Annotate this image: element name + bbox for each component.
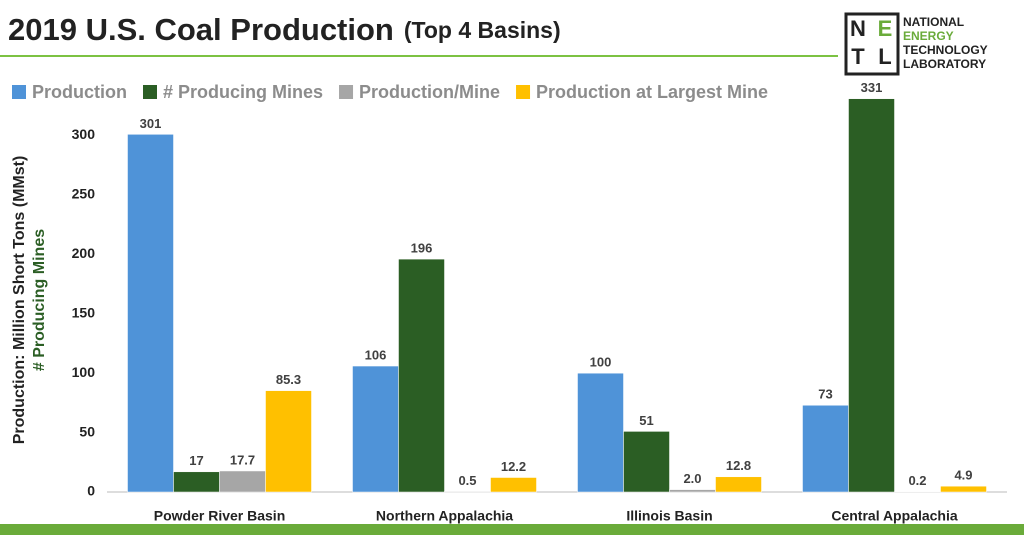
value-label: 85.3: [276, 372, 301, 387]
value-label: 12.8: [726, 458, 751, 473]
logo-letter: E: [878, 16, 893, 41]
value-label: 331: [861, 80, 883, 95]
y-tick-label: 200: [72, 245, 96, 261]
logo-letter: N: [850, 16, 866, 41]
value-label: 0.5: [458, 473, 476, 488]
logo-line: LABORATORY: [903, 57, 986, 71]
bar: [352, 365, 399, 493]
logo: N E T L NATIONAL ENERGY TECHNOLOGY LABOR…: [844, 12, 988, 76]
y-tick-label: 0: [87, 483, 95, 499]
legend-swatch: [516, 85, 531, 99]
y-axis-label-2: # Producing Mines: [31, 229, 48, 371]
legend-swatch: [339, 85, 354, 99]
bar: [577, 372, 624, 493]
legend-label: Production: [32, 82, 127, 102]
y-tick-label: 150: [72, 304, 96, 320]
legend-swatch: [12, 85, 26, 99]
value-label: 106: [365, 347, 387, 362]
value-label: 17: [189, 453, 203, 468]
bar: [848, 98, 895, 493]
logo-line: ENERGY: [903, 29, 954, 43]
x-tick-label: Powder River Basin: [154, 508, 286, 524]
logo-letter: T: [851, 44, 865, 69]
title-sub: (Top 4 Basins): [404, 17, 561, 43]
legend-label: Production/Mine: [359, 82, 500, 102]
y-tick-label: 300: [72, 126, 96, 142]
chart-title: 2019 U.S. Coal Production (Top 4 Basins): [8, 12, 561, 47]
bar: [715, 476, 762, 493]
value-label: 0.2: [908, 473, 926, 488]
bar: [802, 405, 849, 493]
bar: [490, 477, 537, 493]
x-tick-label: Central Appalachia: [831, 508, 958, 524]
bar: [398, 258, 445, 493]
y-tick-label: 100: [72, 364, 96, 380]
value-label: 12.2: [501, 459, 526, 474]
value-label: 73: [818, 387, 832, 402]
legend-label: # Producing Mines: [163, 82, 323, 102]
bar: [444, 491, 491, 493]
footer-bar: [0, 524, 1024, 535]
value-label: 51: [639, 413, 653, 428]
bar: [669, 489, 716, 493]
bar: [265, 390, 312, 493]
y-tick-label: 250: [72, 186, 96, 202]
logo-box: [844, 12, 900, 76]
value-label: 4.9: [954, 468, 972, 483]
logo-line: TECHNOLOGY: [903, 43, 988, 57]
logo-letter: L: [878, 44, 891, 69]
legend-swatch: [143, 85, 157, 99]
value-label: 2.0: [683, 471, 701, 486]
title-main: 2019 U.S. Coal Production: [8, 12, 394, 47]
x-tick-label: Illinois Basin: [626, 508, 712, 524]
value-label: 301: [140, 116, 162, 131]
x-tick-label: Northern Appalachia: [376, 508, 513, 524]
value-label: 196: [411, 241, 433, 256]
y-axis-label: Production: Million Short Tons (MMst): [11, 156, 28, 445]
legend-label: Production at Largest Mine: [536, 82, 768, 102]
logo-line: NATIONAL: [903, 15, 964, 29]
value-label: 100: [590, 355, 612, 370]
y-tick-label: 50: [79, 423, 95, 439]
value-label: 17.7: [230, 452, 255, 467]
bar: [173, 471, 220, 493]
bar: [623, 431, 670, 493]
bar: [127, 134, 174, 493]
bar: [219, 470, 266, 493]
bar: [940, 485, 987, 493]
